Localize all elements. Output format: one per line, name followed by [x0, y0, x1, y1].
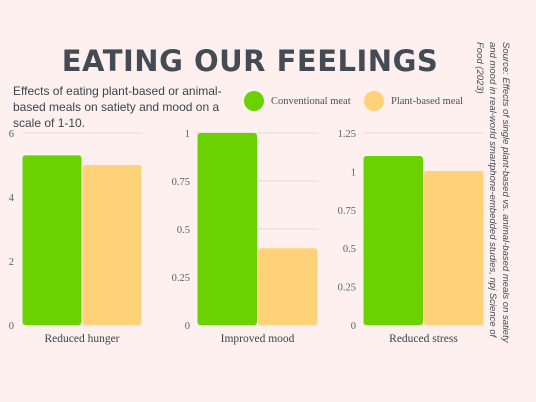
- y-tick-label: 0.25: [338, 283, 356, 294]
- y-tick-label: 0.25: [172, 273, 190, 284]
- y-tick-label: 2: [9, 257, 14, 268]
- x-category-label: Reduced hunger: [44, 333, 119, 345]
- legend-item-plant-based-meal: Plant-based meal: [364, 91, 463, 111]
- legend-swatch-plant-based-meal: [364, 91, 384, 111]
- y-tick-label: 0.5: [177, 225, 190, 236]
- y-tick-label: 0.75: [338, 206, 356, 217]
- y-tick-label: 4: [9, 193, 15, 204]
- x-category-label: Improved mood: [221, 333, 295, 345]
- y-tick-label: 1: [185, 129, 190, 140]
- legend-item-conventional-meat: Conventional meat: [244, 91, 351, 111]
- y-tick-label: 0: [9, 321, 14, 332]
- y-tick-label: 6: [9, 129, 14, 140]
- bar-plant-based-meal: [424, 171, 484, 325]
- legend-swatch-conventional-meat: [244, 91, 264, 111]
- y-tick-label: 1.25: [338, 129, 356, 140]
- bar-conventional-meat: [22, 155, 82, 325]
- bar-plant-based-meal: [82, 165, 142, 325]
- y-tick-label: 0: [351, 321, 356, 332]
- bar-plant-based-meal: [258, 248, 318, 325]
- chart-title: EATING OUR FEELINGS: [61, 44, 439, 78]
- chart-subtitle: Effects of eating plant-based or animal-…: [13, 84, 222, 130]
- y-tick-label: 0.5: [343, 244, 356, 255]
- y-tick-label: 0: [185, 321, 190, 332]
- y-tick-label: 1: [351, 167, 356, 178]
- legend-label-plant-based-meal: Plant-based meal: [391, 95, 464, 107]
- legend-label-conventional-meat: Conventional meat: [271, 95, 351, 107]
- y-tick-label: 0.75: [172, 177, 190, 188]
- x-category-label: Reduced stress: [389, 333, 458, 345]
- bar-conventional-meat: [363, 156, 423, 325]
- bar-conventional-meat: [197, 133, 257, 325]
